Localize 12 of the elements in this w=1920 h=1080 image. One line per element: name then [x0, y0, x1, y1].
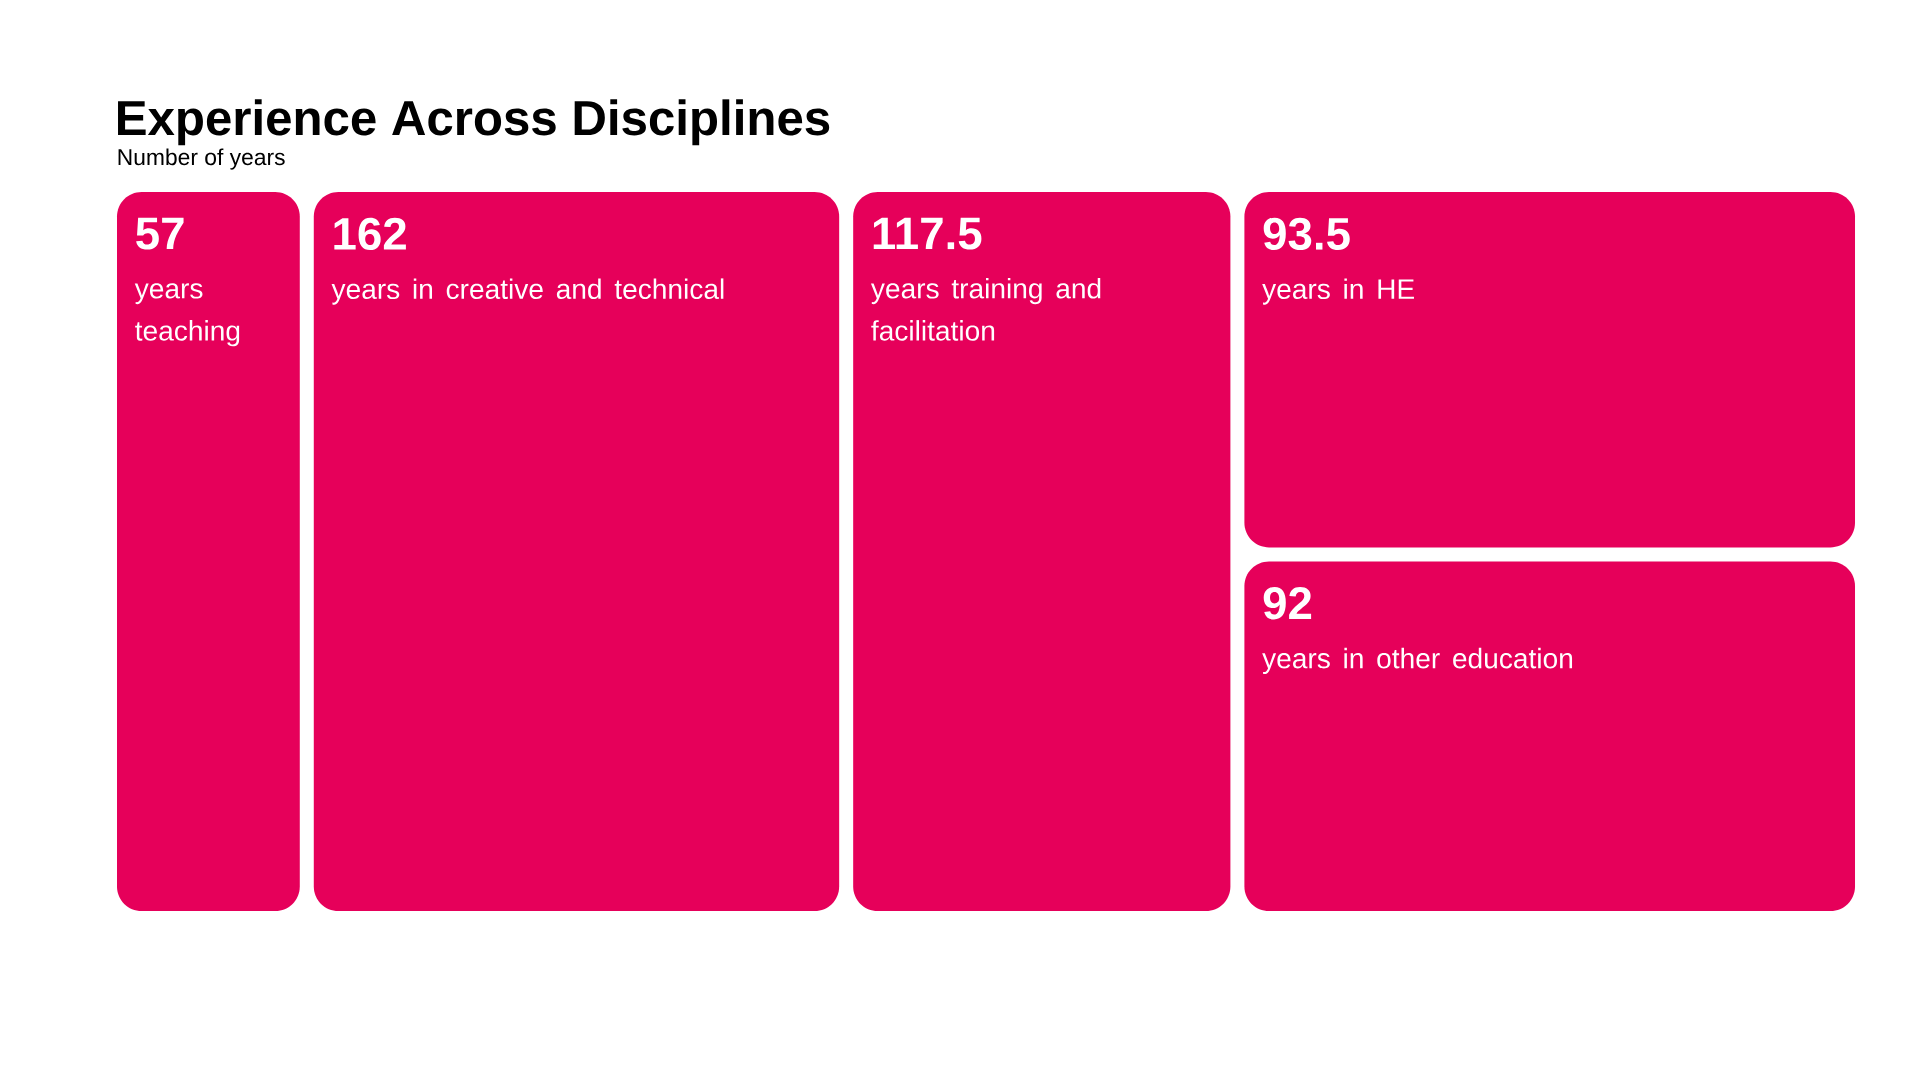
data-label: 117.5: [873, 217, 982, 250]
data-label: 57: [136, 217, 184, 250]
category-label: years in creative and technical: [331, 278, 724, 305]
category-label: years teaching: [134, 283, 240, 347]
category-label: years in other education: [1262, 647, 1573, 675]
text: Experience Across Disciplines: [118, 99, 830, 146]
data-label: 162: [334, 217, 406, 251]
data-label: 92: [1263, 587, 1312, 620]
data-label: 93.5: [1263, 217, 1350, 251]
category-label: years training and facilitation: [870, 277, 1101, 341]
category-label: years in HE: [1262, 278, 1414, 305]
text: Number of years: [118, 148, 285, 170]
